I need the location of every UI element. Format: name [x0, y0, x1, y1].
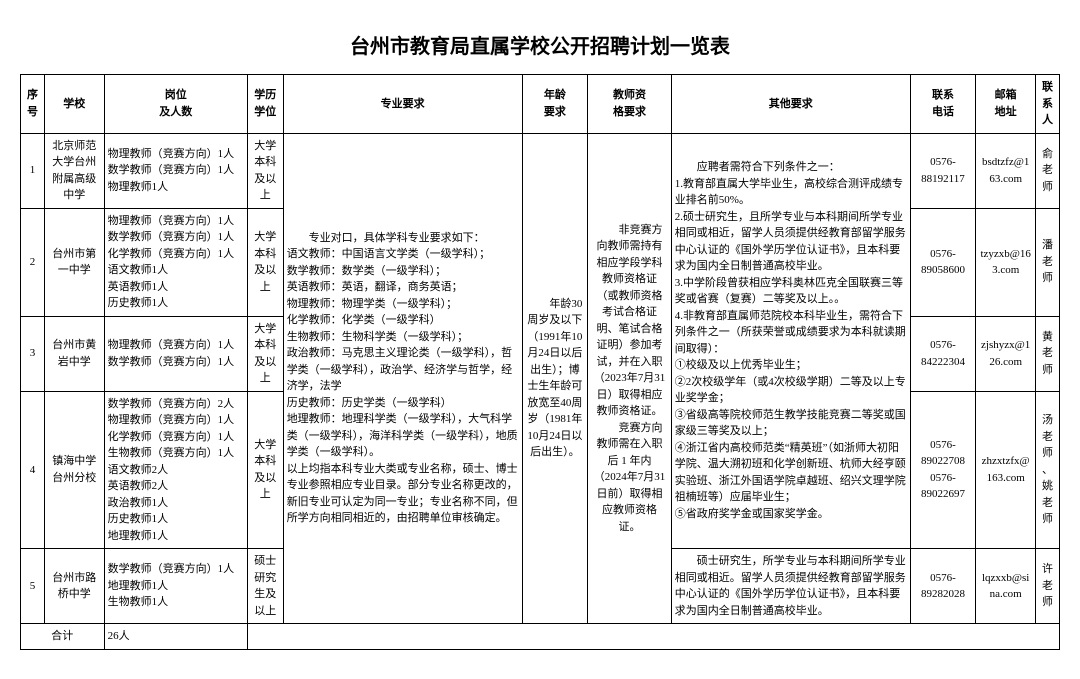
- cell-total-empty: [247, 624, 1059, 650]
- col-qual: 教师资格要求: [588, 75, 672, 134]
- table-row-total: 合计 26人: [21, 624, 1060, 650]
- cell-phone: 0576-89282028: [910, 549, 976, 624]
- col-seq: 序号: [21, 75, 45, 134]
- cell-seq: 3: [21, 316, 45, 391]
- cell-phone: 0576-890227080576-89022697: [910, 391, 976, 549]
- cell-phone: 0576-84222304: [910, 316, 976, 391]
- cell-other-5: 硕士研究生，所学专业与本科期间所学专业相同或相近。留学人员须提供经教育部留学服务…: [671, 549, 910, 624]
- cell-contact: 俞老师: [1036, 133, 1060, 208]
- table-row: 1 北京师范大学台州附属高级中学 物理教师（竞赛方向）1人数学教师（竞赛方向）1…: [21, 133, 1060, 208]
- cell-other-shared-1-4: 应聘者需符合下列条件之一：1.教育部直属大学毕业生，高校综合测评成绩专业排名前5…: [671, 133, 910, 549]
- cell-phone: 0576-88192117: [910, 133, 976, 208]
- col-other: 其他要求: [671, 75, 910, 134]
- col-post: 岗位及人数: [104, 75, 247, 134]
- cell-seq: 5: [21, 549, 45, 624]
- cell-edu: 大学本科及以上: [247, 391, 283, 549]
- cell-email: bsdtzfz@163.com: [976, 133, 1036, 208]
- cell-major-shared: 专业对口，具体学科专业要求如下：语文教师：中国语言文学类（一级学科）；数学教师：…: [283, 133, 522, 624]
- cell-edu: 大学本科及以上: [247, 316, 283, 391]
- col-school: 学校: [44, 75, 104, 134]
- table-header-row: 序号 学校 岗位及人数 学历学位 专业要求 年龄要求 教师资格要求 其他要求 联…: [21, 75, 1060, 134]
- cell-contact: 潘老师: [1036, 208, 1060, 316]
- col-age: 年龄要求: [522, 75, 588, 134]
- cell-email: tzyzxb@163.com: [976, 208, 1036, 316]
- cell-seq: 4: [21, 391, 45, 549]
- recruitment-table: 序号 学校 岗位及人数 学历学位 专业要求 年龄要求 教师资格要求 其他要求 联…: [20, 74, 1060, 650]
- cell-contact: 汤老师、姚老师: [1036, 391, 1060, 549]
- col-edu: 学历学位: [247, 75, 283, 134]
- cell-total-value: 26人: [104, 624, 247, 650]
- cell-post: 数学教师（竞赛方向）1人地理教师1人生物教师1人: [104, 549, 247, 624]
- col-major: 专业要求: [283, 75, 522, 134]
- cell-total-label: 合计: [21, 624, 105, 650]
- cell-email: zhzxtzfx@163.com: [976, 391, 1036, 549]
- cell-contact: 黄老师: [1036, 316, 1060, 391]
- cell-school: 镇海中学台州分校: [44, 391, 104, 549]
- cell-age-shared: 年龄30周岁及以下（1991年10月24日以后出生）；博士生年龄可放宽至40周岁…: [522, 133, 588, 624]
- cell-email: zjshyzx@126.com: [976, 316, 1036, 391]
- cell-school: 台州市路桥中学: [44, 549, 104, 624]
- cell-school: 台州市第一中学: [44, 208, 104, 316]
- cell-edu: 硕士研究生及以上: [247, 549, 283, 624]
- cell-post: 物理教师（竞赛方向）1人数学教师（竞赛方向）1人物理教师1人: [104, 133, 247, 208]
- page-title: 台州市教育局直属学校公开招聘计划一览表: [20, 30, 1060, 59]
- cell-post: 数学教师（竞赛方向）2人物理教师（竞赛方向）1人化学教师（竞赛方向）1人生物教师…: [104, 391, 247, 549]
- cell-post: 物理教师（竞赛方向）1人数学教师（竞赛方向）1人化学教师（竞赛方向）1人语文教师…: [104, 208, 247, 316]
- cell-qual-shared: 非竞赛方向教师需持有相应学段学科教师资格证（或教师资格考试合格证明、笔试合格证明…: [588, 133, 672, 624]
- col-email: 邮箱地址: [976, 75, 1036, 134]
- cell-seq: 1: [21, 133, 45, 208]
- col-contact: 联系人: [1036, 75, 1060, 134]
- cell-post: 物理教师（竞赛方向）1人数学教师（竞赛方向）1人: [104, 316, 247, 391]
- cell-email: lqzxxb@sina.com: [976, 549, 1036, 624]
- cell-edu: 大学本科及以上: [247, 133, 283, 208]
- col-phone: 联系电话: [910, 75, 976, 134]
- cell-school: 台州市黄岩中学: [44, 316, 104, 391]
- cell-school: 北京师范大学台州附属高级中学: [44, 133, 104, 208]
- cell-seq: 2: [21, 208, 45, 316]
- cell-contact: 许老师: [1036, 549, 1060, 624]
- cell-edu: 大学本科及以上: [247, 208, 283, 316]
- cell-phone: 0576-89058600: [910, 208, 976, 316]
